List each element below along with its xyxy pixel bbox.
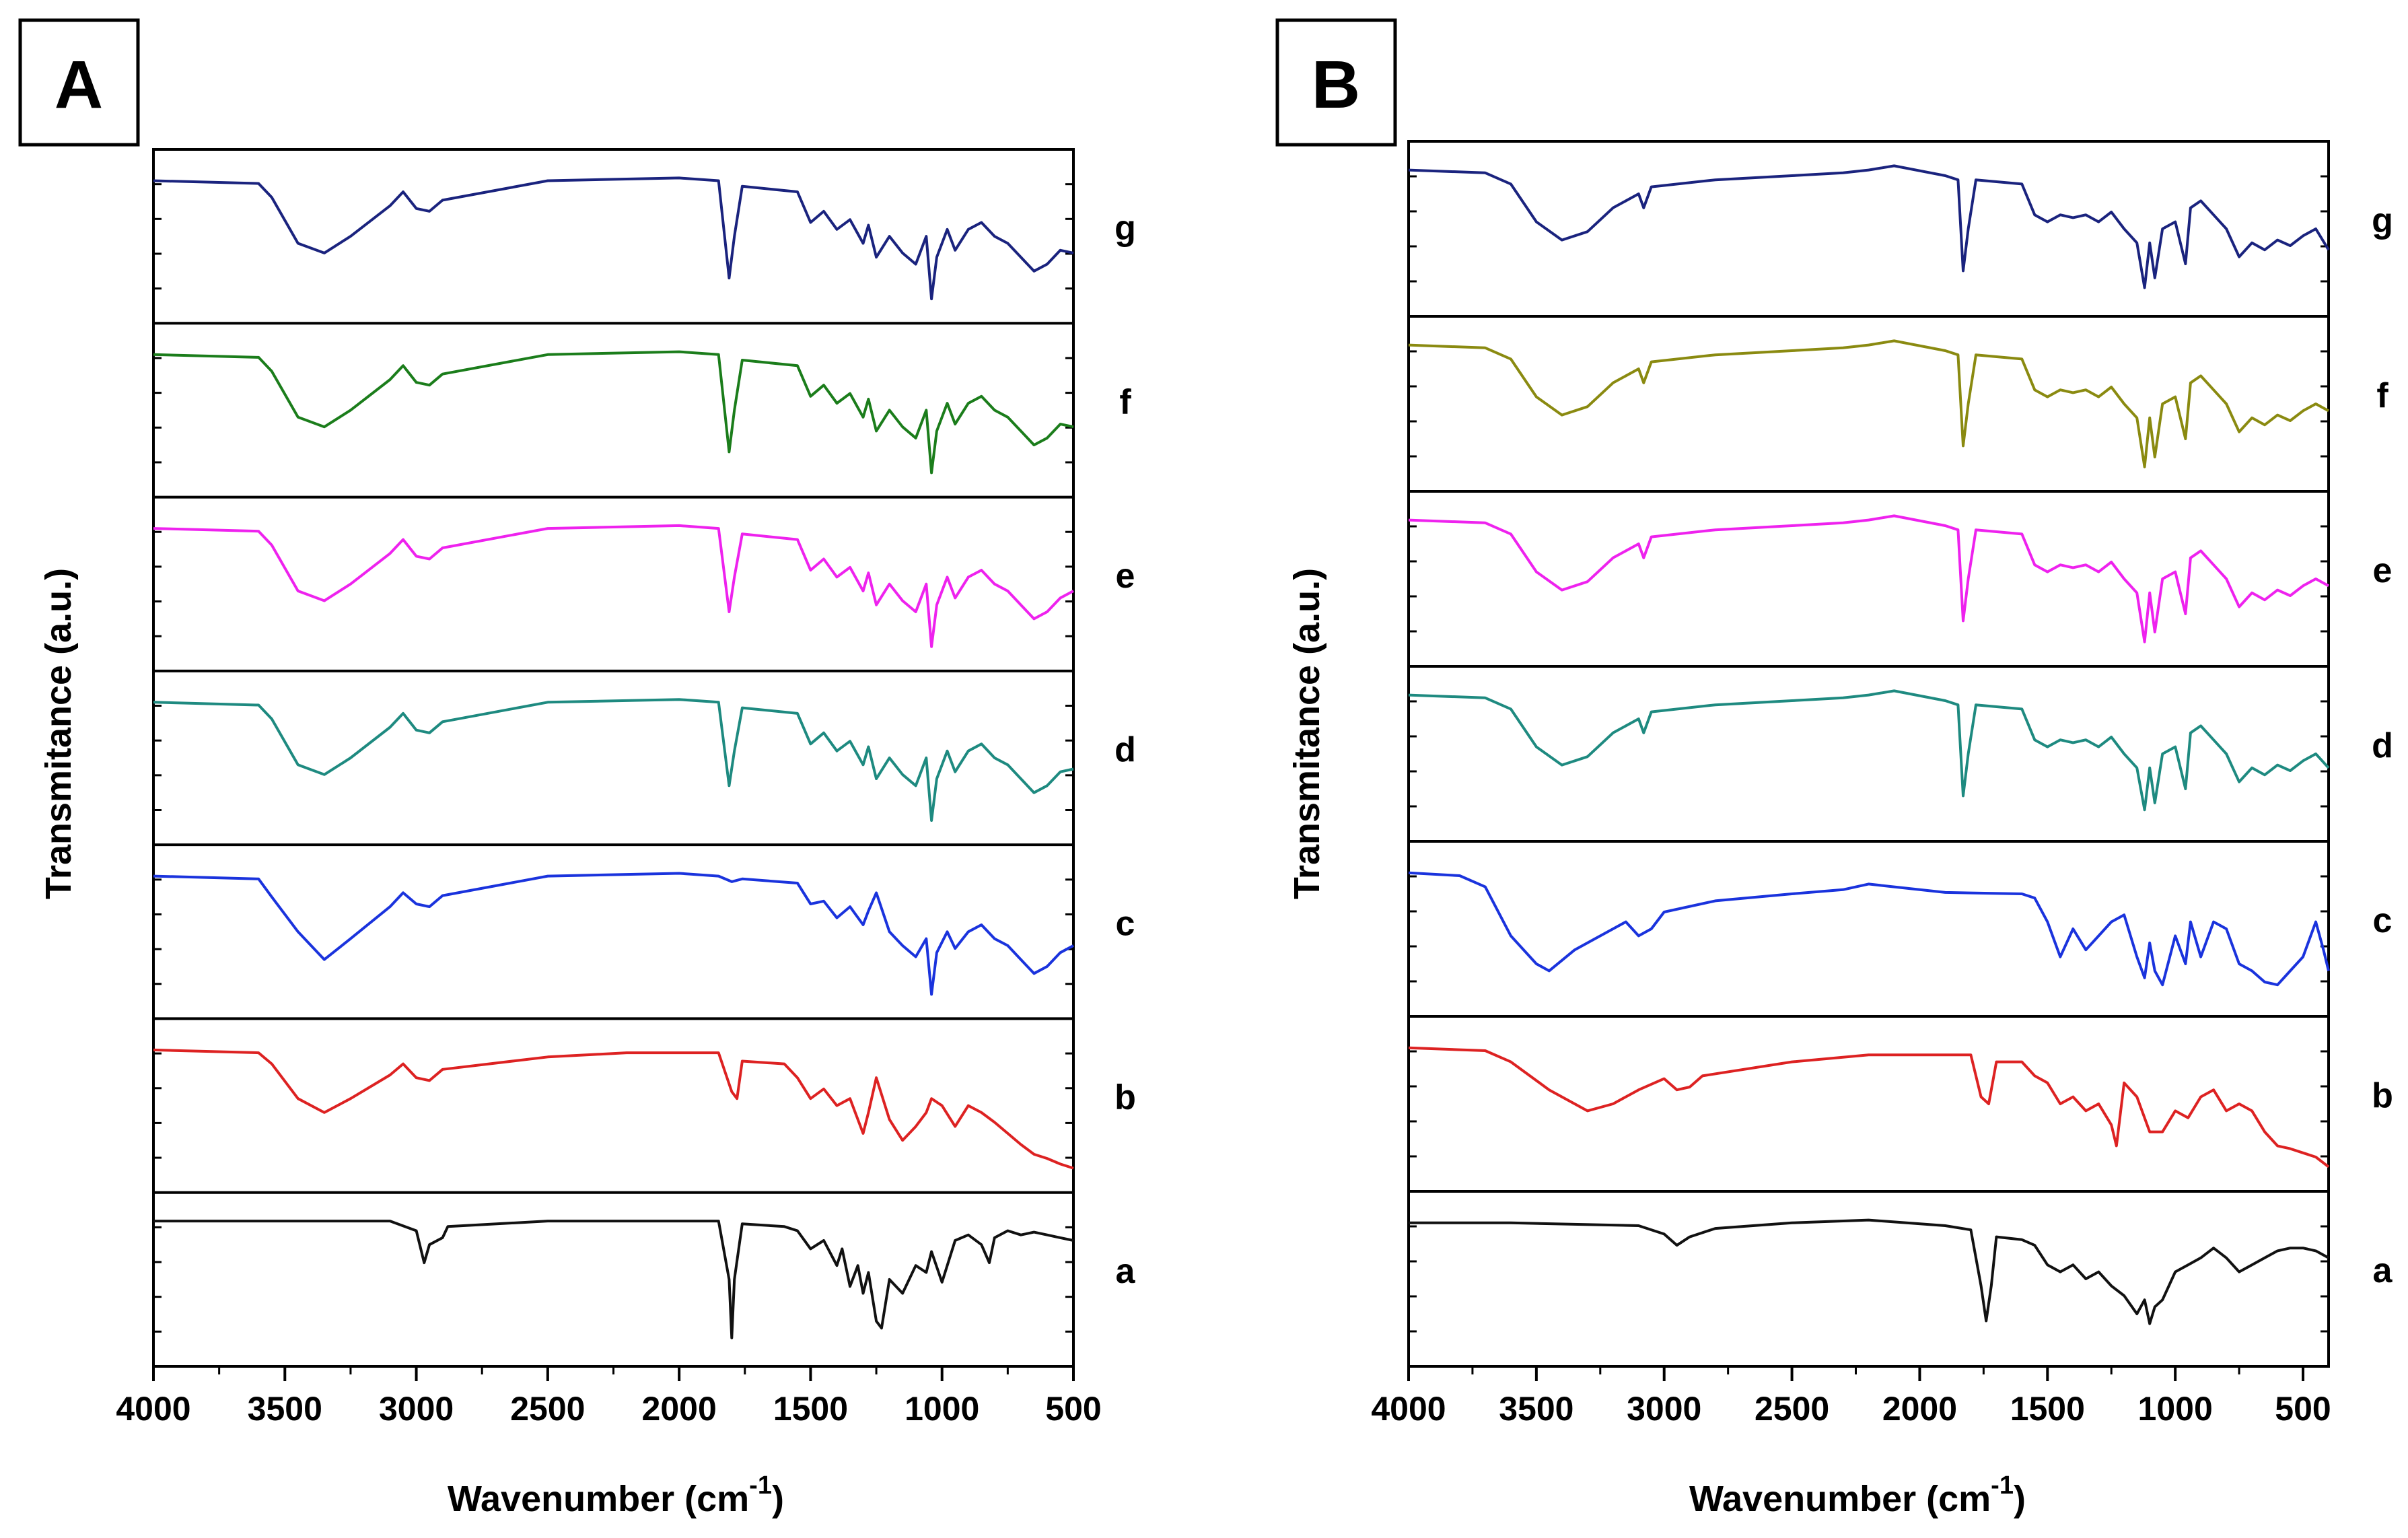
x-tick-label: 4000 xyxy=(116,1390,190,1428)
x-tick-label: 2500 xyxy=(1755,1390,1829,1428)
x-tick-label: 3500 xyxy=(248,1390,322,1428)
series-label-b: b xyxy=(1114,1078,1136,1117)
series-line-g xyxy=(1408,164,2330,289)
series-line-b xyxy=(153,1048,1074,1170)
panel-a-ylabel: Transmitance (a.u.) xyxy=(38,568,79,899)
series-label-g: g xyxy=(2372,201,2393,240)
series-label-c: c xyxy=(1116,904,1135,943)
series-line-g xyxy=(153,176,1074,301)
series-label-f: f xyxy=(1119,383,1131,422)
series-line-f xyxy=(153,350,1074,475)
series-line-c xyxy=(153,872,1074,996)
x-tick-label: 1000 xyxy=(905,1390,979,1428)
x-tick-label: 1000 xyxy=(2138,1390,2213,1428)
series-label-d: d xyxy=(1114,730,1136,769)
series-label-e: e xyxy=(2373,551,2393,590)
series-line-f xyxy=(1408,339,2329,468)
series-line-e xyxy=(153,524,1074,648)
plot-frame xyxy=(1407,140,2330,1368)
series-label-a: a xyxy=(2373,1251,2393,1290)
x-tick-label: 4000 xyxy=(1371,1390,1446,1428)
series-label-f: f xyxy=(2376,376,2388,415)
series-label-d: d xyxy=(2372,726,2393,765)
series-line-d xyxy=(153,698,1074,822)
panel-b-letter: B xyxy=(1312,47,1360,123)
x-tick-label: 3000 xyxy=(1627,1390,1701,1428)
series-line-d xyxy=(1408,689,2330,812)
panel-b-ylabel: Transmitance (a.u.) xyxy=(1287,568,1327,899)
series-label-e: e xyxy=(1116,557,1135,596)
series-label-b: b xyxy=(2372,1076,2393,1115)
x-tick-label: 3000 xyxy=(379,1390,454,1428)
series-line-a xyxy=(153,1220,1074,1339)
series-label-g: g xyxy=(1114,209,1136,248)
panel-a-xlabel: Wavenumber (cm-1) xyxy=(448,1471,784,1519)
series-label-a: a xyxy=(1116,1252,1136,1291)
panel-b-letter-box xyxy=(1275,18,1397,147)
series-line-c xyxy=(1408,871,2330,987)
panel-a-letter: A xyxy=(55,47,103,123)
panel-a-letter-box xyxy=(18,18,140,147)
x-tick-label: 2500 xyxy=(510,1390,585,1428)
x-tick-label: 2000 xyxy=(1882,1390,1957,1428)
plot-frame xyxy=(152,148,1075,1368)
panel-b-plot: g f e d c b a 4000 3500 3000 2500 2000 1500 1000 500 xyxy=(1371,140,2393,1428)
series-label-c: c xyxy=(2373,901,2393,940)
x-tick-label: 1500 xyxy=(2010,1390,2085,1428)
x-tick-label: 1500 xyxy=(773,1390,848,1428)
x-tick-label: 3500 xyxy=(1499,1390,1573,1428)
x-tick-label: 2000 xyxy=(642,1390,717,1428)
series-line-b xyxy=(1408,1046,2330,1168)
panel-a: A g f e d c b a 4000 3500 3000 2500 2000 1500 1000 500… xyxy=(18,18,1136,1519)
panel-b: B g f e d c b a 4000 3500 3000 2500 2000 1500 1000 500… xyxy=(1275,18,2393,1519)
x-tick-label: 500 xyxy=(2275,1390,2331,1428)
series-line-e xyxy=(1408,514,2329,643)
panel-b-xlabel: Wavenumber (cm-1) xyxy=(1689,1471,2026,1519)
series-line-a xyxy=(1409,1218,2329,1325)
x-tick-label: 500 xyxy=(1045,1390,1101,1428)
panel-a-plot: g f e d c b a 4000 3500 3000 2500 2000 1500 1000 500 xyxy=(116,148,1136,1428)
